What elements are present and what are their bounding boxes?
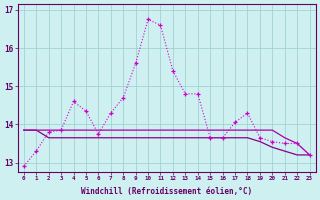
X-axis label: Windchill (Refroidissement éolien,°C): Windchill (Refroidissement éolien,°C) [81,187,252,196]
